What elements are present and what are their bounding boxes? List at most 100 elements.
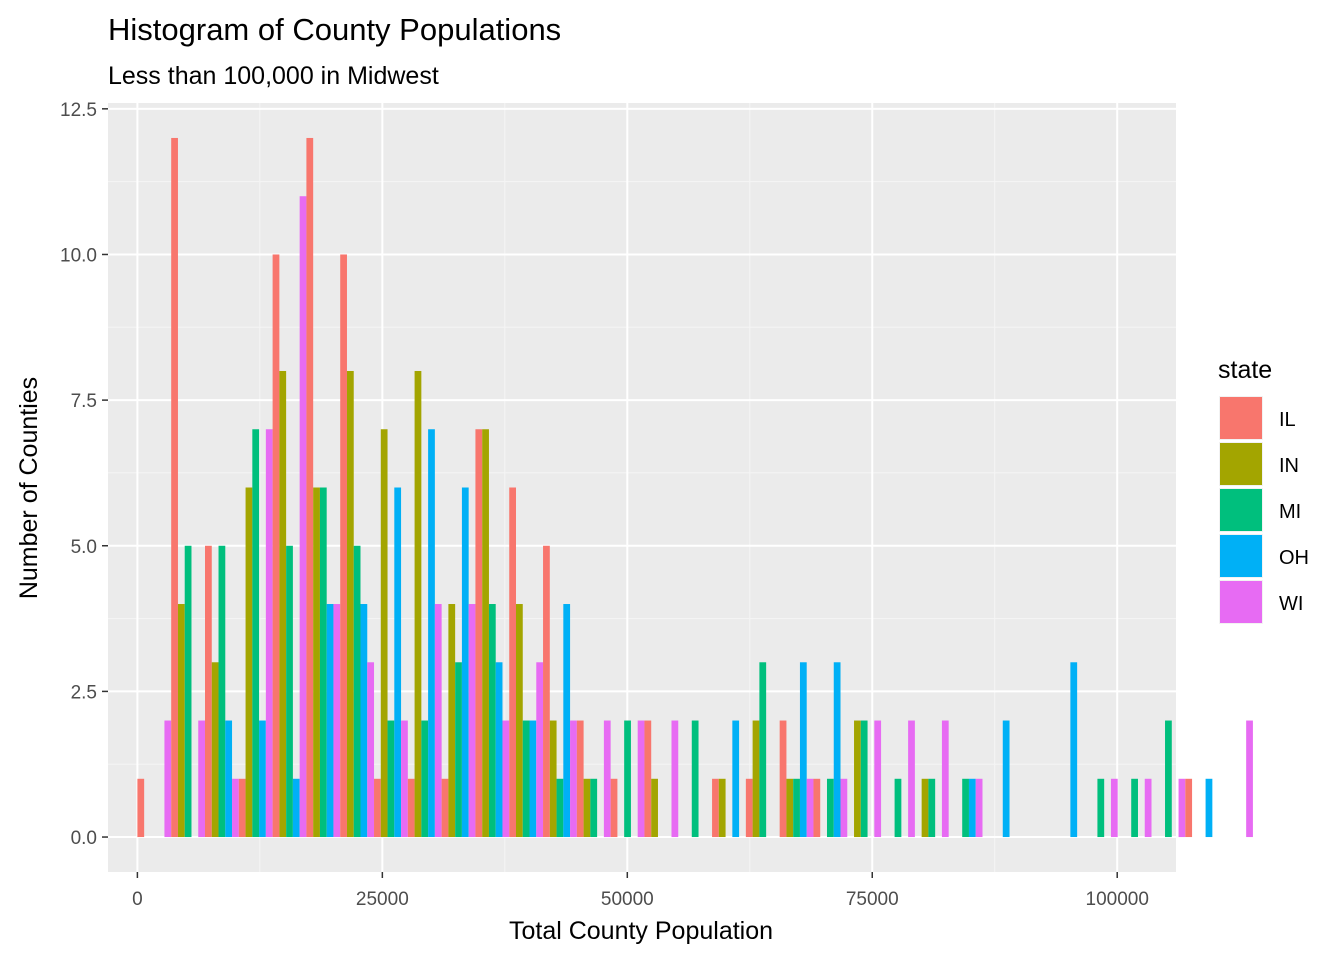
bar-in — [752, 720, 760, 838]
bar-wi — [401, 720, 408, 838]
bar-in — [921, 778, 929, 838]
y-axis-title: Number of Counties — [15, 377, 43, 599]
y-tick-label: 2.5 — [71, 682, 97, 703]
bar-wi — [637, 720, 645, 838]
bar-wi — [941, 720, 949, 838]
bar-wi — [265, 429, 273, 838]
bar-mi — [691, 720, 699, 838]
bar-mi — [928, 778, 936, 838]
bar-il — [1185, 778, 1193, 838]
x-tick-label: 75000 — [846, 889, 899, 910]
bar-wi — [1144, 778, 1152, 838]
bar-il — [745, 778, 753, 838]
bar-mi — [455, 662, 462, 838]
bar-in — [718, 778, 726, 838]
bar-in — [313, 487, 320, 838]
chart-title: Histogram of County Populations — [108, 12, 561, 47]
bar-il — [205, 545, 212, 838]
bar-wi — [1178, 778, 1186, 838]
bar-mi — [184, 545, 192, 838]
bar-mi — [1097, 778, 1105, 838]
bar-wi — [671, 720, 679, 838]
bar-oh — [225, 720, 233, 838]
bar-il — [407, 778, 415, 838]
minor-gridlines — [108, 103, 1176, 872]
legend-label-wi: WI — [1279, 593, 1303, 615]
bar-mi — [488, 604, 496, 838]
bar-in — [245, 487, 253, 838]
y-tick-label: 12.5 — [60, 100, 97, 121]
bar-mi — [286, 545, 293, 838]
legend-swatch-in — [1220, 443, 1262, 485]
bar-il — [813, 778, 821, 838]
bar-in — [482, 429, 489, 838]
bar-il — [576, 720, 584, 838]
bar-wi — [367, 662, 375, 838]
bars-layer — [137, 137, 1253, 838]
bar-oh — [461, 487, 469, 838]
bar-mi — [590, 778, 598, 838]
bar-in — [854, 720, 861, 838]
bar-wi — [806, 778, 814, 838]
bar-mi — [759, 662, 767, 838]
bar-wi — [232, 778, 239, 838]
bar-wi — [840, 778, 848, 838]
bar-il — [238, 778, 246, 838]
bar-oh — [529, 720, 537, 838]
legend: state IL IN MI OH WI — [1218, 356, 1309, 624]
x-tick-label: 25000 — [356, 889, 409, 910]
legend-swatch-wi — [1220, 581, 1262, 623]
bar-wi — [874, 720, 882, 838]
bar-mi — [252, 429, 260, 838]
bar-oh — [799, 662, 807, 838]
bar-il — [306, 137, 314, 838]
y-tick-label: 7.5 — [71, 391, 97, 412]
bar-oh — [1070, 662, 1078, 838]
bar-in — [448, 604, 456, 838]
bar-in — [380, 429, 388, 838]
bar-il — [779, 720, 787, 838]
bar-mi — [962, 778, 969, 838]
bar-wi — [603, 720, 611, 838]
bar-oh — [326, 604, 334, 838]
bar-il — [644, 720, 652, 838]
bar-il — [441, 778, 449, 838]
bar-wi — [468, 604, 476, 838]
y-tick-label: 5.0 — [71, 537, 97, 558]
bar-wi — [1246, 720, 1253, 838]
bar-mi — [556, 778, 564, 838]
bar-mi — [353, 545, 361, 838]
bar-mi — [218, 545, 226, 838]
legend-swatch-oh — [1220, 535, 1262, 577]
bar-oh — [292, 778, 300, 838]
bar-mi — [624, 720, 631, 838]
bar-in — [583, 778, 591, 838]
bar-mi — [319, 487, 327, 838]
bar-oh — [833, 662, 841, 838]
bar-il — [610, 778, 618, 838]
legend-swatch-il — [1220, 397, 1262, 439]
bar-mi — [860, 720, 868, 838]
bar-in — [177, 604, 185, 838]
x-tick-label: 0 — [132, 889, 143, 910]
bar-wi — [975, 778, 983, 838]
bar-wi — [434, 604, 442, 838]
bar-oh — [259, 720, 266, 838]
bar-il — [543, 545, 550, 838]
bar-oh — [1205, 778, 1213, 838]
y-tick-label: 10.0 — [60, 245, 97, 266]
bar-in — [211, 662, 219, 838]
bar-il — [137, 778, 145, 838]
bar-il — [475, 429, 483, 838]
bar-mi — [387, 720, 395, 838]
bar-in — [651, 778, 658, 838]
bar-wi — [502, 720, 510, 838]
bar-mi — [793, 778, 800, 838]
bar-wi — [570, 720, 577, 838]
bar-il — [374, 778, 381, 838]
bar-il — [712, 778, 719, 838]
bar-mi — [826, 778, 834, 838]
legend-title: state — [1218, 356, 1272, 384]
bar-in — [346, 370, 354, 838]
